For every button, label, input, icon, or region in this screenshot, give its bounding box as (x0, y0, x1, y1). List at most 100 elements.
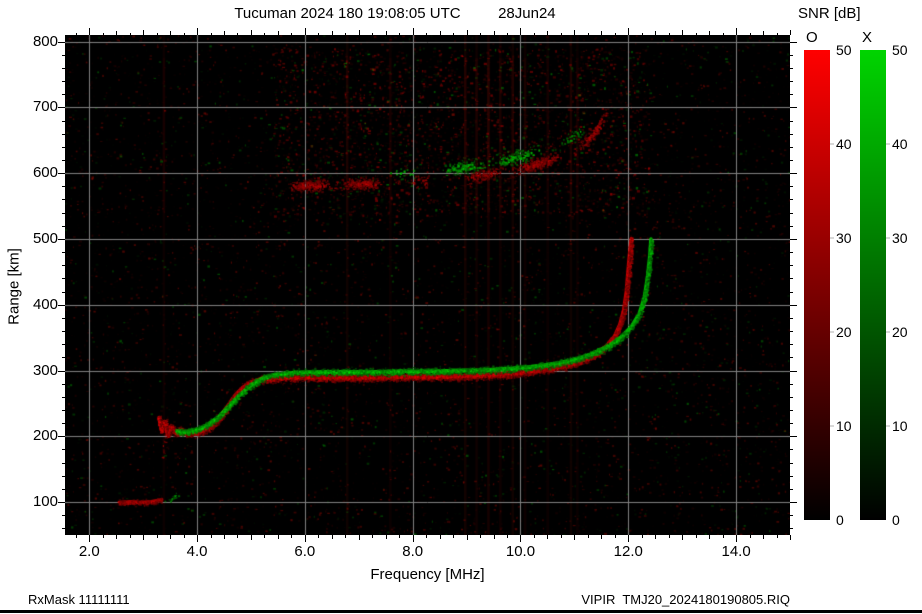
axis-tick (466, 30, 468, 35)
axis-tick (237, 32, 239, 35)
axis-tick (749, 32, 751, 35)
axis-tick (62, 396, 65, 398)
axis-tick (668, 535, 670, 538)
axis-tick (58, 370, 65, 372)
axis-tick (358, 535, 360, 540)
axis-tick (250, 30, 252, 35)
axis-tick (62, 515, 65, 517)
axis-tick (62, 212, 65, 214)
axis-tick (790, 331, 793, 333)
axis-tick (75, 535, 77, 538)
axis-tick (439, 31, 441, 35)
axis-tick (304, 535, 306, 542)
axis-tick (453, 535, 455, 538)
snr-colorbar-title: SNR [dB] (798, 5, 861, 22)
axis-tick (62, 317, 65, 319)
axis-tick (170, 31, 172, 35)
axis-tick (790, 252, 793, 254)
axis-tick (58, 107, 65, 109)
y-tick-label: 700 (32, 98, 58, 116)
axis-tick (790, 317, 793, 319)
axis-tick (210, 535, 212, 538)
axis-tick (89, 28, 91, 35)
colorbar-x-tick-label: 50 (892, 42, 908, 58)
axis-tick (790, 225, 793, 227)
axis-tick (722, 535, 724, 538)
axis-tick (62, 94, 65, 96)
colorbar-o-tick-label: 50 (836, 42, 852, 58)
axis-tick (736, 28, 738, 35)
axis-tick (156, 535, 158, 538)
axis-tick (58, 502, 65, 504)
axis-tick (776, 535, 778, 538)
axis-tick (790, 370, 797, 372)
axis-tick (480, 535, 482, 538)
colorbar-x-bar (860, 50, 886, 520)
axis-tick (58, 173, 65, 175)
axis-tick (790, 67, 793, 69)
axis-tick (62, 160, 65, 161)
axis-tick (62, 81, 65, 83)
axis-tick (790, 107, 797, 109)
axis-tick (641, 32, 643, 35)
colorbar-x-tick-label: 0 (892, 512, 900, 528)
colorbar-o-tick-label: 30 (836, 230, 852, 246)
axis-tick (790, 238, 797, 240)
axis-tick (709, 535, 711, 539)
colorbar-o-tick-label: 10 (836, 418, 852, 434)
axis-tick (520, 28, 522, 35)
axis-tick (507, 32, 508, 35)
axis-tick (318, 535, 320, 538)
axis-tick (197, 535, 199, 542)
x-axis-label: Frequency [MHz] (370, 566, 485, 583)
axis-tick (62, 383, 65, 385)
axis-tick (790, 357, 793, 359)
axis-tick (655, 535, 657, 539)
axis-tick (790, 133, 793, 135)
axis-tick (507, 535, 508, 538)
axis-tick (763, 31, 765, 35)
axis-tick (520, 535, 522, 542)
axis-tick (291, 32, 293, 35)
axis-tick (412, 535, 414, 542)
colorbar-x-tick-label: 40 (892, 136, 908, 152)
axis-tick (790, 436, 797, 438)
axis-tick (790, 410, 793, 411)
axis-tick (614, 32, 616, 35)
axis-tick (790, 81, 793, 83)
axis-tick (547, 31, 549, 35)
axis-tick (493, 535, 495, 539)
y-tick-label: 100 (32, 493, 58, 511)
axis-tick (466, 535, 468, 540)
axis-tick (277, 31, 279, 35)
axis-tick (790, 462, 793, 464)
x-tick-label: 10.0 (505, 543, 536, 560)
axis-tick (480, 32, 482, 35)
axis-tick (560, 535, 562, 538)
axis-tick (62, 331, 65, 333)
axis-tick (790, 160, 793, 161)
x-tick-label: 8.0 (402, 543, 424, 560)
x-tick-label: 6.0 (294, 543, 316, 560)
axis-tick (682, 535, 684, 540)
axis-tick (62, 199, 65, 201)
bottom-divider (0, 610, 922, 613)
axis-tick (197, 28, 199, 35)
axis-tick (790, 423, 793, 425)
axis-tick (116, 31, 118, 35)
y-tick-label: 300 (32, 361, 58, 379)
axis-tick (58, 436, 65, 438)
axis-tick (601, 535, 603, 539)
axis-tick (736, 535, 738, 542)
axis-tick (250, 535, 252, 540)
axis-tick (547, 535, 549, 539)
axis-tick (58, 304, 65, 306)
axis-tick (763, 535, 765, 539)
axis-tick (62, 410, 65, 411)
axis-tick (62, 252, 65, 254)
axis-tick (224, 31, 225, 35)
axis-tick (358, 30, 360, 35)
axis-tick (790, 475, 793, 477)
axis-tick (62, 186, 65, 188)
